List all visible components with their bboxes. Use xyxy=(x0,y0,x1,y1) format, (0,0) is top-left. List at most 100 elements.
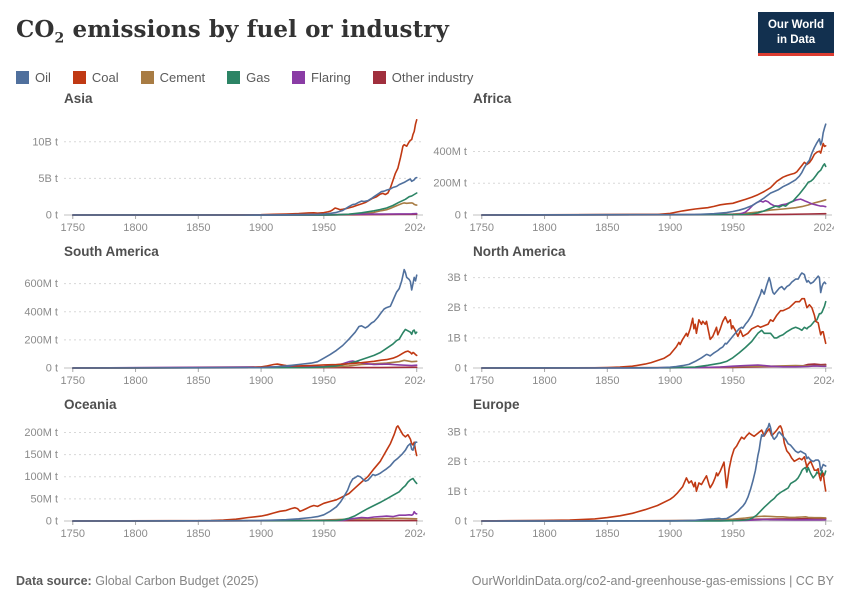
x-tick-label: 1800 xyxy=(532,528,556,540)
charts-grid: Asia 0 t 5B t 10B t 1750 1800 1850 1900 1950 2024… xyxy=(16,89,838,548)
x-tick-label: 1750 xyxy=(61,222,85,234)
chart-oceania: Oceania 0 t 50M t 100M t 150M t 200M t 1750 180… xyxy=(16,395,429,548)
y-tick-label: 50M t xyxy=(30,493,58,505)
legend-swatch-cement xyxy=(140,70,154,84)
y-tick-label: 10B t xyxy=(32,136,58,148)
chart-title-europe: Europe xyxy=(473,397,520,412)
title-prefix: CO xyxy=(16,16,55,43)
legend-label-gas: Gas xyxy=(246,69,271,85)
y-tick-label: 0 t xyxy=(46,209,58,221)
x-tick-label: 1800 xyxy=(123,528,147,540)
series-line-asia-gas xyxy=(72,192,418,216)
legend-label-other: Other industry xyxy=(391,69,474,85)
chart-svg-africa: Africa 0 t 200M t 400M t 1750 1800 1850 1900 195… xyxy=(433,91,838,234)
chart-asia: Asia 0 t 5B t 10B t 1750 1800 1850 1900 1950 2024 xyxy=(16,89,429,242)
x-tick-label: 2024 xyxy=(404,528,425,540)
owid-logo-line2: in Data xyxy=(776,33,816,46)
chart-svg-south-america: South America 0 t 200M t 400M t 600M t 1750 18… xyxy=(24,244,429,387)
chart-north-america: North America 0 t 1B t 2B t 3B t 1750 1800 1850… xyxy=(425,242,838,395)
x-tick-label: 1800 xyxy=(123,375,147,387)
y-tick-label: 3B t xyxy=(447,272,467,284)
chart-svg-asia: Asia 0 t 5B t 10B t 1750 1800 1850 1900 1950 2024 xyxy=(32,91,429,234)
chart-svg-oceania: Oceania 0 t 50M t 100M t 150M t 200M t 1750 180… xyxy=(24,397,429,540)
series-line-oceania-flaring xyxy=(72,510,418,522)
series-line-africa-coal xyxy=(481,142,827,216)
y-tick-label: 5B t xyxy=(38,173,58,185)
x-tick-label: 1800 xyxy=(123,222,147,234)
y-tick-label: 150M t xyxy=(24,449,58,461)
legend-swatch-coal xyxy=(72,70,86,84)
x-tick-label: 1850 xyxy=(186,222,210,234)
x-tick-label: 1800 xyxy=(532,375,556,387)
y-tick-label: 400M t xyxy=(24,306,58,318)
legend-swatch-flaring xyxy=(292,70,306,84)
series-line-south-america-oil xyxy=(72,268,418,369)
x-tick-label: 1900 xyxy=(658,222,682,234)
chart-title-north-america: North America xyxy=(473,244,566,259)
y-tick-label: 3B t xyxy=(447,426,467,438)
legend-item-cement: Cement xyxy=(140,69,206,85)
x-tick-label: 2024 xyxy=(404,222,425,234)
chart-title-oceania: Oceania xyxy=(64,397,117,412)
x-tick-label: 1900 xyxy=(249,375,273,387)
x-tick-label: 2024 xyxy=(813,528,834,540)
series-line-oceania-oil xyxy=(72,441,418,522)
y-tick-label: 600M t xyxy=(24,278,58,290)
credit-line: OurWorldinData.org/co2-and-greenhouse-ga… xyxy=(471,574,834,588)
x-tick-label: 1850 xyxy=(595,375,619,387)
chart-svg-europe: Europe 0 t 1B t 2B t 3B t 1750 1800 1850 1900 195… xyxy=(447,397,838,540)
legend: Oil Coal Cement Gas Flaring Other industry xyxy=(16,70,834,85)
legend-label-coal: Coal xyxy=(91,69,119,85)
x-tick-label: 1750 xyxy=(470,528,494,540)
x-tick-label: 1850 xyxy=(595,528,619,540)
x-tick-label: 1750 xyxy=(61,375,85,387)
data-source-value: Global Carbon Budget (2025) xyxy=(95,574,259,588)
chart-south-america: South America 0 t 200M t 400M t 600M t 1750 18… xyxy=(16,242,429,395)
x-tick-label: 1850 xyxy=(595,222,619,234)
series-line-north-america-gas xyxy=(481,300,827,369)
series-line-oceania-coal xyxy=(72,424,418,522)
x-tick-label: 1750 xyxy=(61,528,85,540)
chart-title-asia: Asia xyxy=(64,91,93,106)
y-tick-label: 2B t xyxy=(447,456,467,468)
x-tick-label: 1950 xyxy=(312,222,336,234)
x-tick-label: 1750 xyxy=(470,375,494,387)
title-subscript: 2 xyxy=(54,30,65,47)
series-line-north-america-coal xyxy=(481,297,827,369)
series-line-africa-oil xyxy=(481,123,827,216)
y-tick-label: 0 t xyxy=(455,209,467,221)
x-tick-label: 1850 xyxy=(186,528,210,540)
x-tick-label: 1900 xyxy=(249,222,273,234)
x-tick-label: 2024 xyxy=(813,222,834,234)
series-line-europe-coal xyxy=(481,424,827,522)
owid-logo-line1: Our World xyxy=(767,19,824,31)
y-tick-label: 0 t xyxy=(455,362,467,374)
footer: Data source: Global Carbon Budget (2025)… xyxy=(16,574,834,588)
data-source-label: Data source: xyxy=(16,574,92,588)
legend-item-oil: Oil xyxy=(16,70,51,85)
x-tick-label: 1900 xyxy=(658,375,682,387)
series-line-asia-oil xyxy=(72,176,418,216)
series-line-oceania-gas xyxy=(72,477,418,522)
x-tick-label: 2024 xyxy=(813,375,834,387)
x-tick-label: 1950 xyxy=(312,375,336,387)
legend-swatch-oil xyxy=(16,70,29,84)
legend-item-coal: Coal xyxy=(72,69,119,85)
series-line-north-america-oil xyxy=(481,272,827,369)
x-tick-label: 1800 xyxy=(532,222,556,234)
owid-logo: Our World in Data xyxy=(758,12,834,56)
legend-swatch-gas xyxy=(227,70,241,84)
y-tick-label: 0 t xyxy=(455,515,467,527)
legend-label-cement: Cement xyxy=(159,69,206,85)
x-tick-label: 1950 xyxy=(721,222,745,234)
x-tick-label: 1750 xyxy=(470,222,494,234)
legend-label-oil: Oil xyxy=(35,69,51,85)
series-line-north-america-flaring xyxy=(481,364,827,369)
series-line-africa-gas xyxy=(481,162,827,216)
y-tick-label: 200M t xyxy=(24,334,58,346)
legend-item-gas: Gas xyxy=(227,70,270,85)
x-tick-label: 2024 xyxy=(404,375,425,387)
chart-title-south-america: South America xyxy=(64,244,159,259)
y-tick-label: 0 t xyxy=(46,362,58,374)
x-tick-label: 1950 xyxy=(312,528,336,540)
